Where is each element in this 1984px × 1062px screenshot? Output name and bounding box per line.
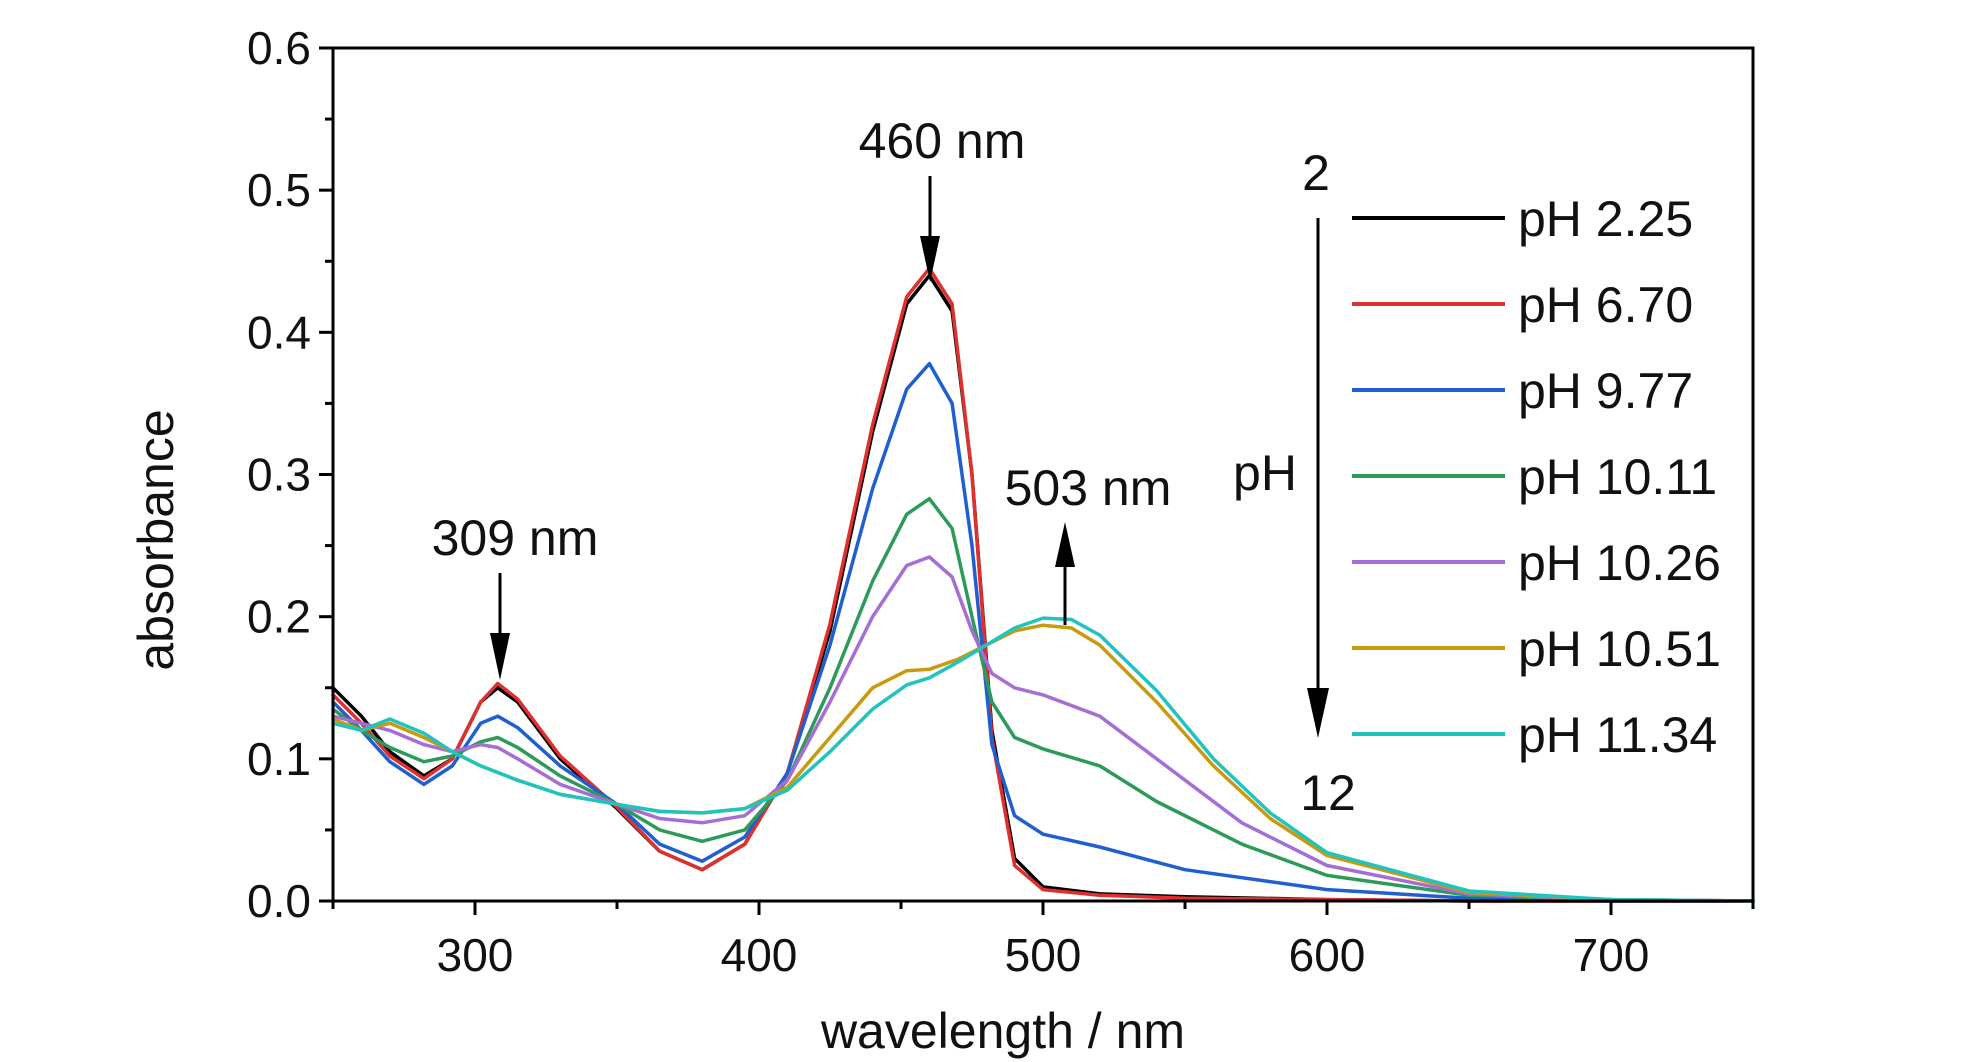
series-line-2 (331, 266, 1755, 903)
legend-label: pH 6.70 (1518, 277, 1693, 333)
y-tick-label: 0.6 (247, 22, 311, 74)
annotation-309-arrow-head (490, 633, 510, 680)
ph-start-label: 2 (1302, 145, 1330, 201)
y-tick-label: 0.0 (247, 875, 311, 927)
legend-label: pH 2.25 (1518, 191, 1693, 247)
series-line-5 (331, 555, 1755, 903)
series-layer (331, 266, 1755, 903)
y-tick-label: 0.4 (247, 306, 311, 358)
x-tick-label: 300 (437, 929, 514, 981)
x-tick-label: 600 (1289, 929, 1366, 981)
y-tick-label: 0.1 (247, 733, 311, 785)
annotation-503-arrow-head (1055, 522, 1075, 567)
ph-indicator: 2 pH 12 (1233, 145, 1356, 821)
series-line-7 (331, 616, 1755, 903)
legend-label: pH 9.77 (1518, 363, 1693, 419)
annotation-460-arrow-head (920, 236, 940, 282)
x-tick-label: 700 (1573, 929, 1650, 981)
y-axis-title: absorbance (128, 409, 184, 670)
legend-label: pH 10.11 (1518, 449, 1717, 505)
annotation-460: 460 nm (859, 113, 1026, 282)
annotation-309-label: 309 nm (432, 510, 599, 566)
ph-arrow-head (1307, 688, 1329, 738)
ph-end-label: 12 (1300, 765, 1356, 821)
x-tick-label: 400 (721, 929, 798, 981)
legend-label: pH 10.26 (1518, 535, 1721, 591)
ph-label: pH (1233, 445, 1297, 501)
legend: pH 2.25 pH 6.70 pH 9.77 pH 10.11 pH 10.26 pH … (1352, 191, 1721, 763)
y-tick-label: 0.5 (247, 164, 311, 216)
annotation-503-label: 503 nm (1005, 460, 1172, 516)
annotation-503: 503 nm (1005, 460, 1172, 625)
y-tick-label: 0.2 (247, 591, 311, 643)
x-tick-label: 500 (1005, 929, 1082, 981)
y-tick-label: 0.3 (247, 449, 311, 501)
legend-label: pH 11.34 (1518, 707, 1717, 763)
tick-layer: 300 400 500 600 700 0.0 0.1 0.2 0.3 0.4 0.5 0.6 (247, 22, 1755, 981)
x-axis-title: wavelength / nm (820, 1003, 1185, 1059)
annotation-309: 309 nm (432, 510, 599, 680)
legend-label: pH 10.51 (1518, 621, 1721, 677)
series-line-3 (331, 361, 1755, 903)
annotation-460-label: 460 nm (859, 113, 1026, 169)
